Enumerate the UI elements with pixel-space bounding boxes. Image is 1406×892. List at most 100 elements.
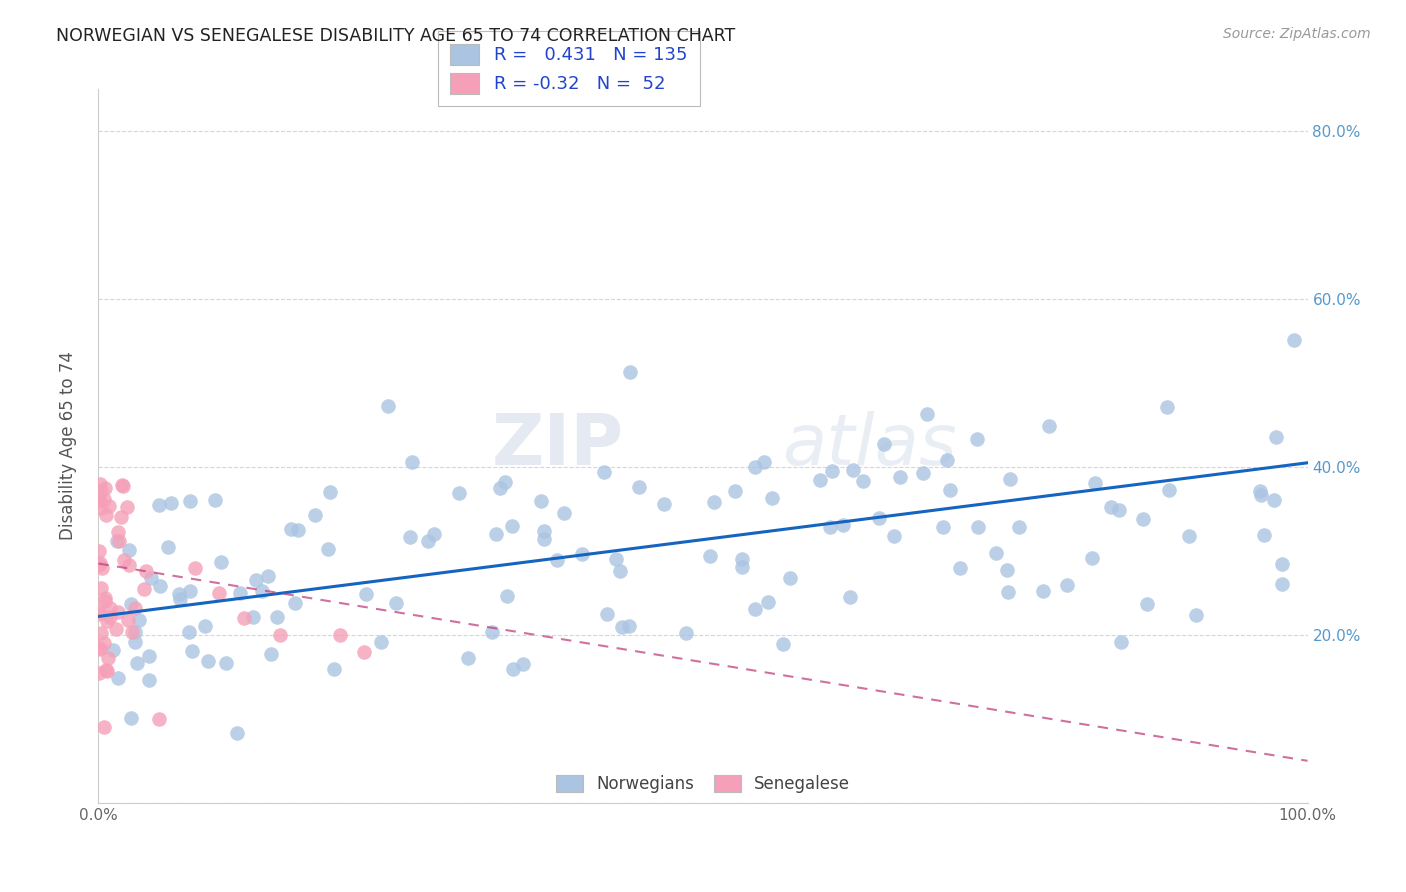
Point bbox=[138, 673, 160, 688]
Point bbox=[398, 530, 420, 544]
Point bbox=[609, 564, 631, 578]
Point bbox=[852, 474, 875, 488]
Point bbox=[117, 558, 139, 572]
Point bbox=[533, 524, 555, 538]
Point bbox=[1253, 528, 1275, 542]
Point bbox=[266, 610, 288, 624]
Point bbox=[457, 651, 479, 665]
Point bbox=[605, 551, 627, 566]
Point bbox=[179, 624, 201, 639]
Point bbox=[87, 558, 110, 573]
Point bbox=[761, 491, 783, 505]
Point bbox=[370, 635, 392, 649]
Point bbox=[889, 470, 911, 484]
Point bbox=[180, 644, 202, 658]
Point bbox=[232, 611, 254, 625]
Point bbox=[93, 591, 115, 606]
Point bbox=[197, 654, 219, 668]
Point bbox=[423, 527, 446, 541]
Point bbox=[87, 604, 110, 618]
Point bbox=[96, 615, 118, 629]
Point bbox=[107, 671, 129, 685]
Point bbox=[108, 534, 131, 549]
Point bbox=[1084, 475, 1107, 490]
Point bbox=[1008, 520, 1031, 534]
Point bbox=[228, 586, 250, 600]
Point bbox=[167, 586, 190, 600]
Point bbox=[304, 508, 326, 523]
Point bbox=[97, 650, 120, 665]
Point bbox=[619, 619, 641, 633]
Point bbox=[90, 625, 112, 640]
Point bbox=[89, 477, 111, 491]
Point bbox=[619, 365, 641, 379]
Point bbox=[226, 726, 249, 740]
Point bbox=[966, 520, 988, 534]
Point bbox=[699, 549, 721, 563]
Point bbox=[89, 491, 111, 506]
Point bbox=[1157, 483, 1180, 497]
Point bbox=[90, 501, 112, 516]
Point bbox=[138, 649, 160, 664]
Point bbox=[779, 571, 801, 585]
Point bbox=[1032, 584, 1054, 599]
Point bbox=[269, 628, 291, 642]
Point bbox=[1265, 430, 1288, 444]
Point bbox=[179, 583, 201, 598]
Point bbox=[124, 624, 146, 639]
Point bbox=[107, 525, 129, 540]
Point bbox=[319, 485, 342, 500]
Point bbox=[121, 625, 143, 640]
Point bbox=[912, 466, 935, 480]
Point bbox=[1271, 557, 1294, 571]
Point bbox=[120, 597, 142, 611]
Point bbox=[316, 542, 339, 557]
Point bbox=[353, 645, 375, 659]
Point bbox=[96, 664, 118, 678]
Point bbox=[94, 594, 117, 608]
Point bbox=[1263, 493, 1285, 508]
Point bbox=[1156, 401, 1178, 415]
Point bbox=[103, 642, 125, 657]
Point bbox=[132, 582, 155, 597]
Point bbox=[1038, 418, 1060, 433]
Point bbox=[1178, 529, 1201, 543]
Point bbox=[242, 610, 264, 624]
Point bbox=[90, 581, 112, 595]
Point bbox=[323, 662, 346, 676]
Point bbox=[1108, 503, 1130, 517]
Point bbox=[112, 479, 135, 493]
Point bbox=[120, 711, 142, 725]
Point bbox=[110, 509, 132, 524]
Point bbox=[839, 591, 862, 605]
Point bbox=[818, 520, 841, 534]
Point bbox=[592, 465, 614, 479]
Point bbox=[530, 493, 553, 508]
Point bbox=[204, 493, 226, 508]
Point bbox=[842, 462, 865, 476]
Point bbox=[932, 520, 955, 534]
Point bbox=[772, 637, 794, 651]
Point bbox=[1056, 577, 1078, 591]
Point bbox=[501, 518, 523, 533]
Point bbox=[89, 543, 111, 558]
Point bbox=[148, 712, 170, 726]
Point bbox=[1000, 472, 1022, 486]
Point bbox=[1099, 500, 1122, 515]
Point bbox=[96, 508, 118, 523]
Point bbox=[553, 506, 575, 520]
Point bbox=[89, 642, 111, 657]
Point bbox=[756, 595, 779, 609]
Point bbox=[868, 511, 890, 525]
Point bbox=[1249, 483, 1271, 498]
Point bbox=[533, 532, 555, 546]
Point bbox=[731, 552, 754, 566]
Point bbox=[654, 497, 676, 511]
Point bbox=[94, 663, 117, 677]
Point bbox=[1109, 634, 1132, 648]
Point bbox=[105, 533, 128, 548]
Point bbox=[124, 635, 146, 649]
Point bbox=[194, 619, 217, 633]
Point bbox=[546, 553, 568, 567]
Point bbox=[245, 573, 267, 587]
